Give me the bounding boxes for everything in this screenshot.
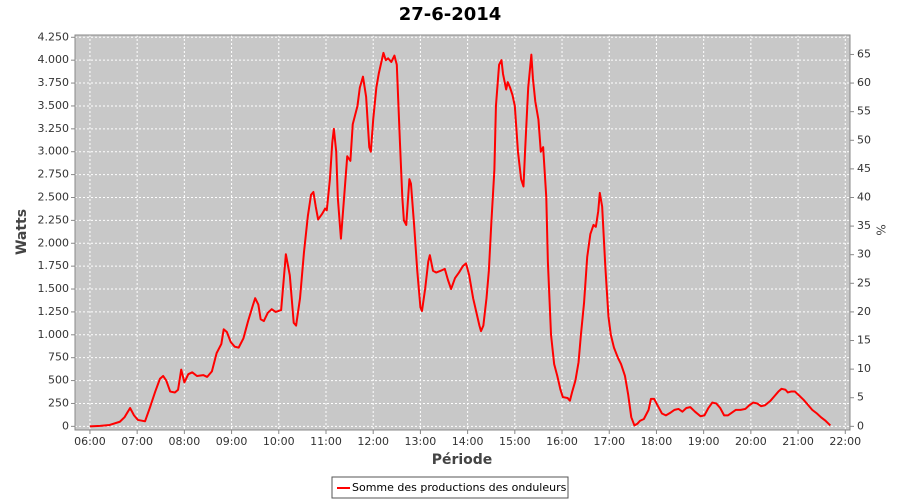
y-tick-label: 2.500 — [38, 190, 70, 203]
y2-tick-label: 55 — [857, 105, 871, 118]
plot-border — [74, 34, 851, 431]
y2-tick-label: 50 — [857, 133, 871, 146]
y-tick-label: 2.000 — [38, 236, 70, 249]
x-tick-label: 09:00 — [216, 435, 248, 448]
x-tick-label: 13:00 — [405, 435, 437, 448]
y2-tick-label: 40 — [857, 190, 871, 203]
x-tick-label: 10:00 — [263, 435, 295, 448]
y2-tick-label: 65 — [857, 47, 871, 60]
x-tick-label: 22:00 — [829, 435, 861, 448]
y-tick-label: 3.750 — [38, 76, 70, 89]
y-tick-label: 750 — [48, 351, 69, 364]
x-tick-label: 17:00 — [593, 435, 625, 448]
x-tick-label: 12:00 — [357, 435, 389, 448]
y-tick-label: 500 — [48, 374, 69, 387]
y2-tick-label: 5 — [857, 391, 864, 404]
x-tick-label: 16:00 — [546, 435, 578, 448]
x-tick-label: 19:00 — [688, 435, 720, 448]
y-tick-label: 1.750 — [38, 259, 70, 272]
y2-tick-label: 60 — [857, 76, 871, 89]
y2-tick-label: 25 — [857, 276, 871, 289]
y-tick-label: 1.000 — [38, 328, 70, 341]
y2-tick-label: 0 — [857, 419, 864, 432]
y2-tick-label: 10 — [857, 362, 871, 375]
y-tick-label: 4.000 — [38, 53, 70, 66]
x-tick-label: 06:00 — [74, 435, 106, 448]
y-tick-label: 0 — [62, 419, 69, 432]
y2-axis-label: % — [874, 224, 888, 235]
plot-area — [75, 35, 850, 430]
y-tick-label: 4.250 — [38, 30, 70, 43]
legend — [331, 476, 569, 499]
y2-tick-label: 45 — [857, 162, 871, 175]
y2-tick-label: 20 — [857, 305, 871, 318]
x-tick-label: 11:00 — [310, 435, 342, 448]
x-tick-label: 20:00 — [735, 435, 767, 448]
data-line — [89, 51, 832, 428]
y-tick-label: 2.750 — [38, 168, 70, 181]
x-tick-label: 08:00 — [169, 435, 201, 448]
y2-tick-label: 15 — [857, 334, 871, 347]
legend-label: Somme des productions des onduleurs — [352, 481, 567, 494]
y-tick-label: 3.000 — [38, 145, 70, 158]
y-tick-label: 1.500 — [38, 282, 70, 295]
chart-title: 27-6-2014 — [399, 4, 502, 25]
x-axis-label: Période — [432, 452, 493, 468]
y-tick-label: 250 — [48, 396, 69, 409]
y2-tick-label: 30 — [857, 248, 871, 261]
x-tick-label: 21:00 — [782, 435, 814, 448]
y-tick-label: 1.250 — [38, 305, 70, 318]
x-tick-label: 18:00 — [641, 435, 673, 448]
x-tick-label: 14:00 — [452, 435, 484, 448]
x-tick-label: 07:00 — [121, 435, 153, 448]
y-tick-label: 3.250 — [38, 122, 70, 135]
x-tick-label: 15:00 — [499, 435, 531, 448]
y2-tick-label: 35 — [857, 219, 871, 232]
y-tick-label: 2.250 — [38, 213, 70, 226]
y-axis-label: Watts — [14, 209, 30, 255]
y-tick-label: 3.500 — [38, 99, 70, 112]
